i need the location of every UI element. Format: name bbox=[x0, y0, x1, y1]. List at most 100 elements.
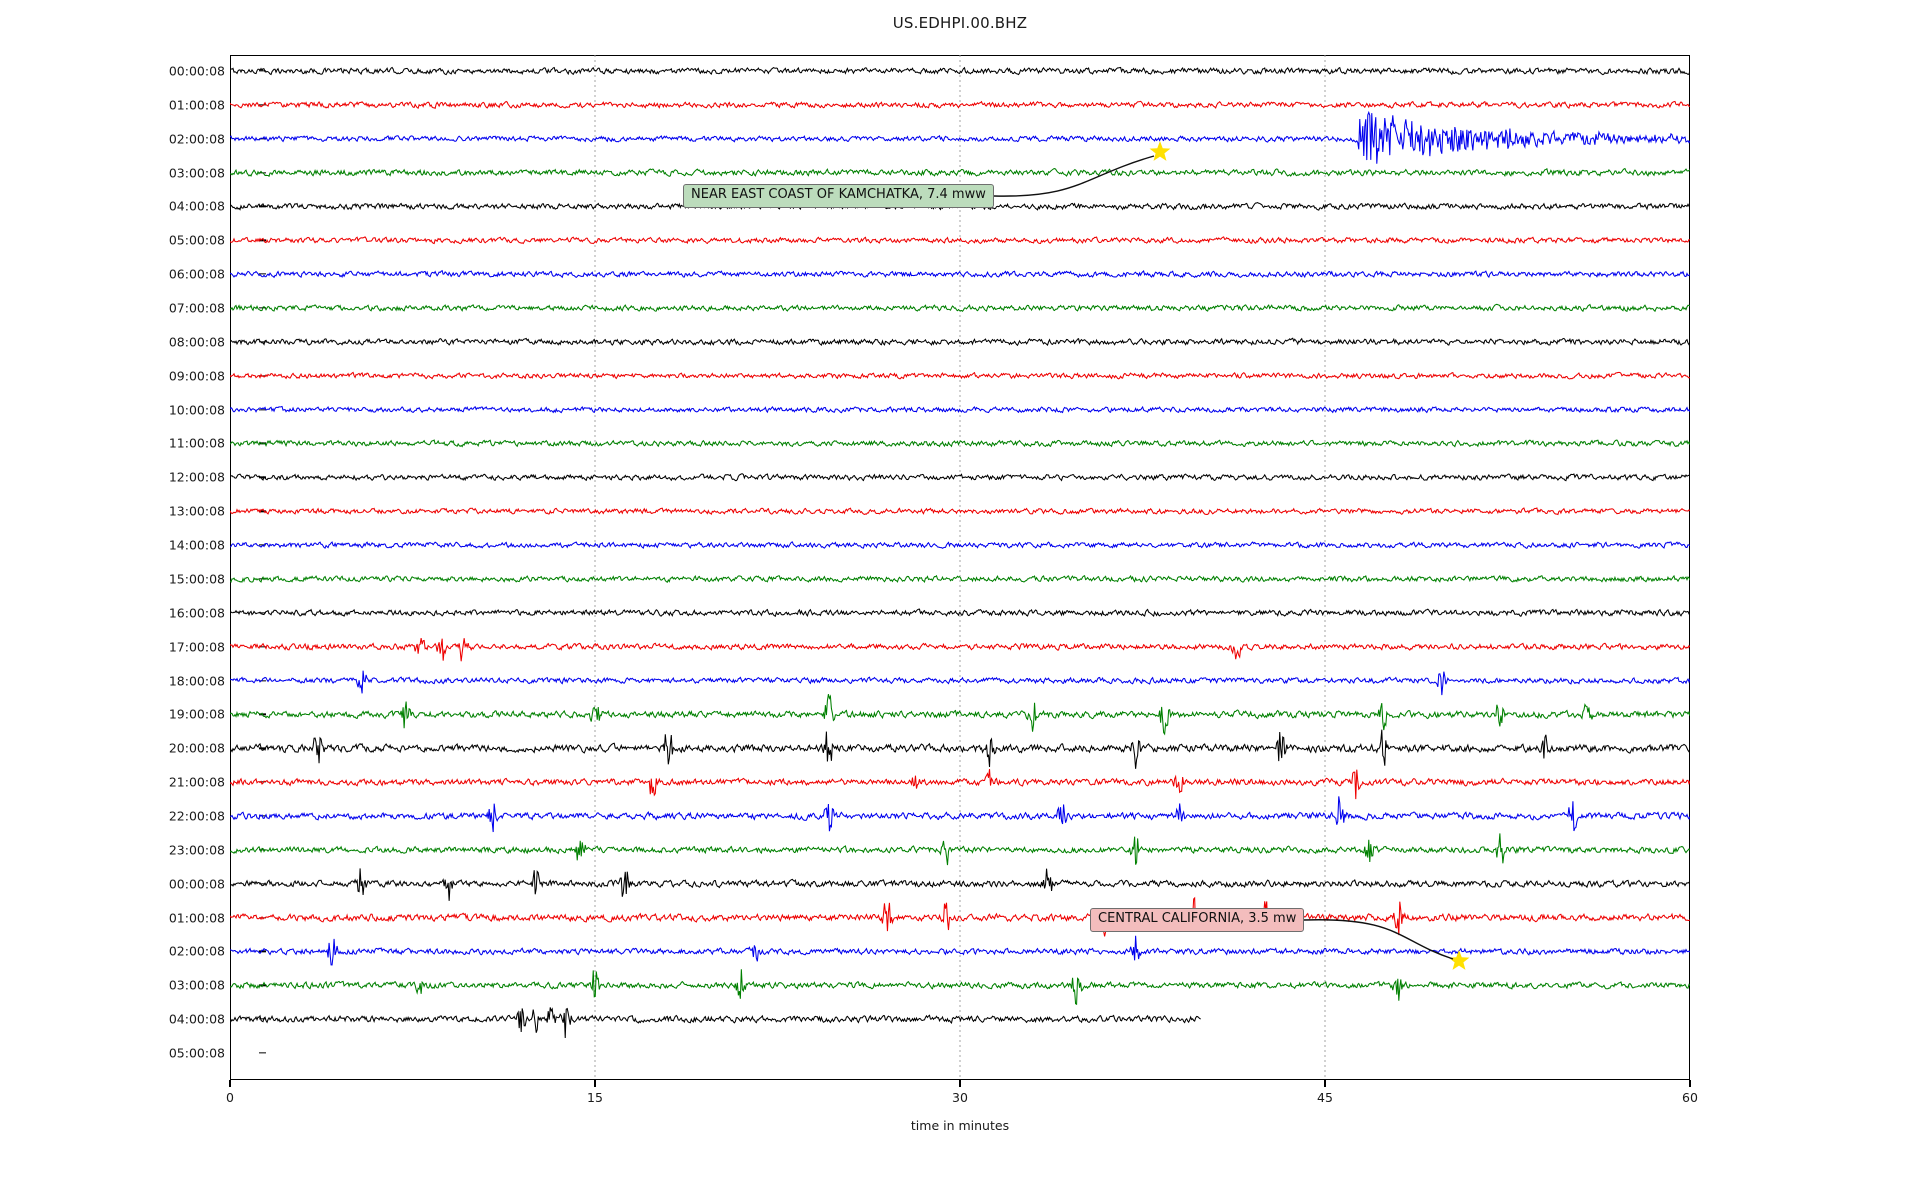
y-tick-label: 02:00:08 bbox=[168, 943, 225, 959]
y-tick-label: 02:00:08 bbox=[168, 131, 225, 147]
y-axis-tick-layer: 00:00:08 01:00:08 02:00:08 03:00:08 04:00:08… bbox=[35, 55, 266, 1080]
y-tick-mark bbox=[259, 544, 266, 546]
y-tick-label: 22:00:08 bbox=[168, 808, 225, 824]
page-title: US.EDHPI.00.BHZ bbox=[892, 14, 1028, 32]
y-tick-label: 19:00:08 bbox=[168, 706, 225, 722]
trace-line bbox=[230, 473, 1690, 482]
y-tick-label: 11:00:08 bbox=[168, 435, 225, 451]
y-tick-label: 04:00:08 bbox=[168, 198, 225, 214]
y-tick-label: 16:00:08 bbox=[168, 605, 225, 621]
trace-line bbox=[230, 896, 1690, 937]
trace-line bbox=[230, 670, 1690, 696]
trace-line bbox=[230, 1007, 1201, 1038]
y-tick-label: 23:00:08 bbox=[168, 842, 225, 858]
x-tick-label: 0 bbox=[226, 1090, 234, 1105]
y-tick-mark bbox=[259, 1052, 266, 1054]
x-tick-label: 45 bbox=[1317, 1090, 1333, 1105]
trace-line bbox=[230, 574, 1690, 583]
y-tick-label: 21:00:08 bbox=[168, 774, 225, 790]
trace-line bbox=[230, 796, 1690, 833]
y-tick-mark bbox=[259, 510, 266, 512]
x-axis-label: time in minutes bbox=[910, 1118, 1010, 1133]
y-tick-label: 00:00:08 bbox=[168, 63, 225, 79]
trace-line bbox=[230, 337, 1690, 347]
y-tick-label: 08:00:08 bbox=[168, 334, 225, 350]
y-tick-label: 01:00:08 bbox=[168, 97, 225, 113]
annotation-california: CENTRAL CALIFORNIA, 3.5 mw bbox=[1090, 908, 1305, 932]
trace-line bbox=[230, 167, 1690, 178]
trace-line bbox=[230, 969, 1690, 1006]
trace-line bbox=[230, 269, 1690, 279]
event-star-marker bbox=[1448, 950, 1470, 970]
annotation-kamchatka: NEAR EAST COAST OF KAMCHATKA, 7.4 mww bbox=[683, 184, 994, 208]
trace-line bbox=[230, 833, 1690, 866]
annotation-leader-line bbox=[1303, 919, 1454, 960]
seismogram-traces bbox=[230, 55, 1690, 1080]
y-tick-label: 00:00:08 bbox=[168, 876, 225, 892]
x-tick-label: 15 bbox=[587, 1090, 603, 1105]
trace-line bbox=[230, 637, 1690, 662]
y-tick-mark bbox=[259, 612, 266, 614]
y-tick-mark bbox=[259, 747, 266, 749]
y-tick-label: 06:00:08 bbox=[168, 266, 225, 282]
y-tick-label: 04:00:08 bbox=[168, 1011, 225, 1027]
x-axis-tick-layer: 0 15 30 45 60 bbox=[226, 1080, 1698, 1120]
x-tick-mark bbox=[959, 1080, 961, 1087]
trace-line bbox=[230, 110, 1690, 164]
trace-line bbox=[230, 303, 1690, 313]
y-tick-mark bbox=[259, 341, 266, 343]
y-tick-label: 03:00:08 bbox=[168, 165, 225, 181]
trace-line bbox=[230, 729, 1690, 769]
x-tick-mark bbox=[229, 1080, 231, 1087]
y-tick-mark bbox=[259, 70, 266, 72]
trace-line bbox=[230, 371, 1690, 380]
y-tick-label: 15:00:08 bbox=[168, 571, 225, 587]
y-tick-label: 07:00:08 bbox=[168, 300, 225, 316]
trace-line bbox=[230, 868, 1690, 901]
y-tick-label: 18:00:08 bbox=[168, 673, 225, 689]
y-tick-mark bbox=[259, 578, 266, 580]
y-tick-mark bbox=[259, 1018, 266, 1020]
y-tick-mark bbox=[259, 679, 266, 682]
y-tick-label: 10:00:08 bbox=[168, 402, 225, 418]
x-tick-mark bbox=[1324, 1080, 1326, 1087]
x-tick-mark bbox=[594, 1080, 596, 1087]
y-tick-label: 05:00:08 bbox=[168, 232, 225, 248]
y-tick-mark bbox=[259, 645, 266, 648]
y-tick-mark bbox=[259, 849, 266, 851]
y-tick-mark bbox=[259, 950, 266, 953]
trace-line bbox=[230, 439, 1690, 448]
y-tick-label: 20:00:08 bbox=[168, 740, 225, 756]
y-tick-mark bbox=[259, 273, 266, 275]
trace-line bbox=[230, 236, 1690, 245]
y-tick-mark bbox=[259, 408, 266, 411]
trace-line bbox=[230, 694, 1690, 736]
y-tick-label: 14:00:08 bbox=[168, 537, 225, 553]
y-tick-label: 12:00:08 bbox=[168, 469, 225, 485]
y-tick-mark bbox=[259, 104, 266, 106]
trace-line bbox=[230, 405, 1690, 414]
trace-line bbox=[230, 769, 1690, 800]
y-tick-label: 13:00:08 bbox=[168, 503, 225, 519]
y-tick-mark bbox=[259, 476, 266, 478]
trace-line bbox=[230, 507, 1690, 516]
x-tick-mark bbox=[1689, 1080, 1691, 1087]
y-tick-mark bbox=[259, 239, 266, 241]
y-tick-mark bbox=[259, 781, 266, 783]
trace-line bbox=[230, 935, 1690, 966]
annotation-leader-line bbox=[993, 155, 1155, 197]
y-tick-label: 01:00:08 bbox=[168, 910, 225, 926]
x-tick-label: 30 bbox=[952, 1090, 968, 1105]
y-tick-label: 05:00:08 bbox=[168, 1045, 225, 1061]
trace-line bbox=[230, 66, 1690, 76]
trace-line bbox=[230, 100, 1690, 110]
trace-line bbox=[230, 608, 1690, 618]
x-tick-label: 60 bbox=[1682, 1090, 1698, 1105]
y-tick-mark bbox=[259, 205, 266, 208]
event-star-marker bbox=[1149, 141, 1171, 161]
y-tick-label: 09:00:08 bbox=[168, 368, 225, 384]
trace-line bbox=[230, 541, 1690, 550]
y-tick-label: 03:00:08 bbox=[168, 977, 225, 993]
y-tick-label: 17:00:08 bbox=[168, 639, 225, 655]
